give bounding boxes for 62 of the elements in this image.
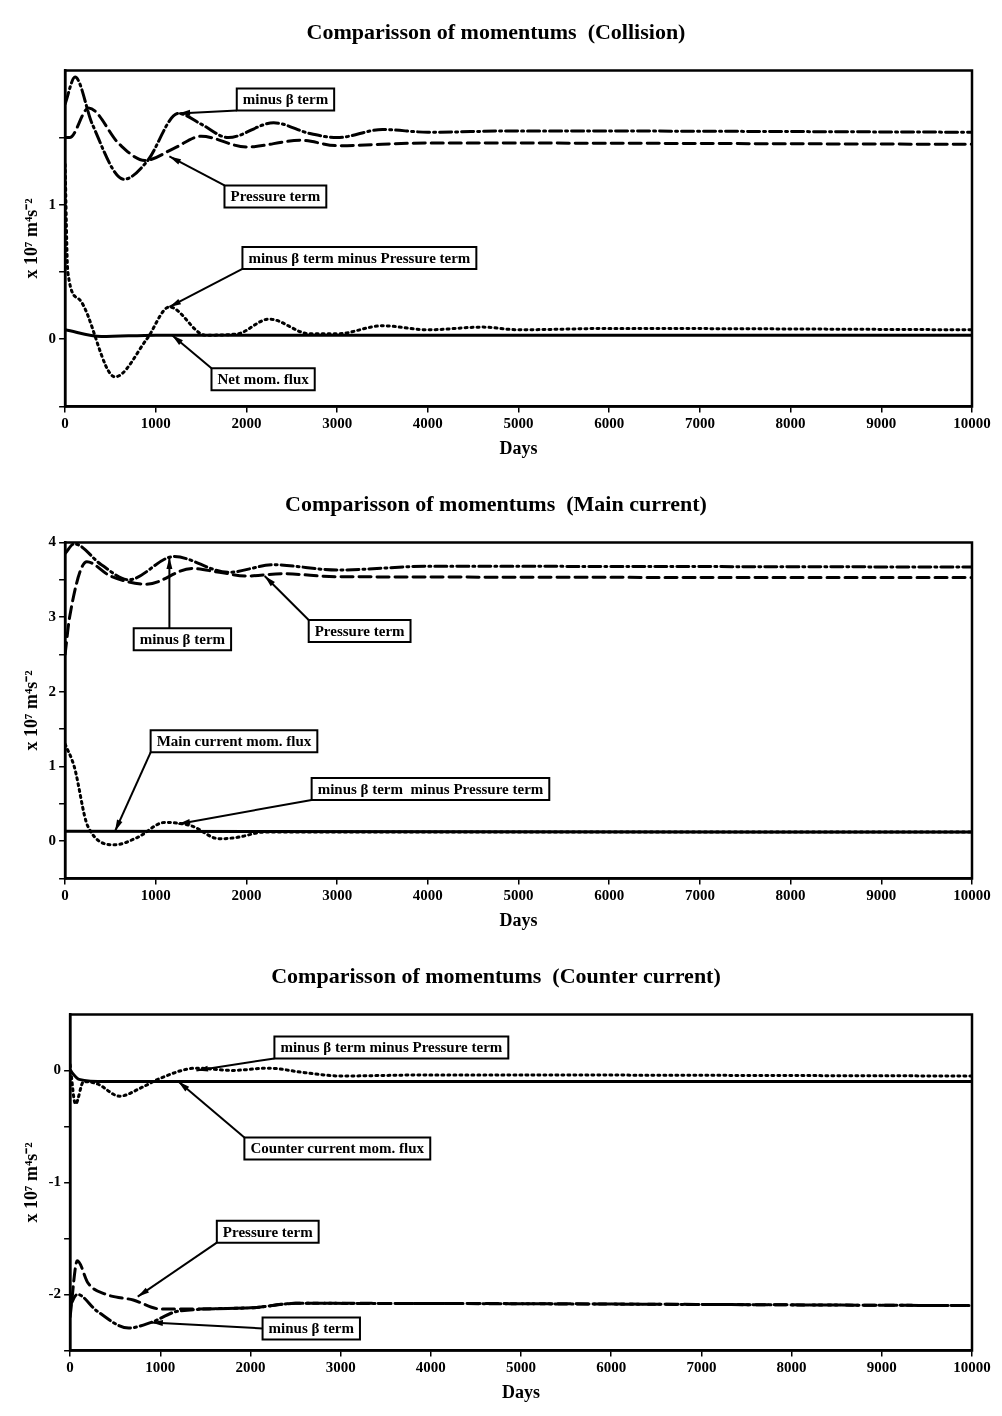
x-tick-label: 9000 (866, 415, 897, 432)
y-tick-label: 3 (48, 607, 57, 624)
x-axis-title: Days (502, 1381, 541, 1402)
x-tick-label: 4000 (412, 887, 443, 904)
y-axis-title: x 10⁷ m⁴s⁻² (21, 198, 42, 279)
annotation: minus β term minus Pressure term (280, 1039, 503, 1056)
annotation: Counter current mom. flux (250, 1140, 425, 1157)
x-tick-label: 6000 (594, 415, 625, 432)
x-tick-label: 8000 (775, 887, 806, 904)
x-axis-title: Days (499, 909, 538, 930)
x-tick-label: 5000 (506, 1359, 537, 1376)
y-tick-label: -2 (48, 1285, 62, 1302)
annotation: Pressure term (230, 188, 321, 205)
y-tick-label: 0 (48, 831, 57, 848)
annotation: Main current mom. flux (156, 733, 312, 750)
y-axis-title: x 10⁷ m⁴s⁻² (21, 670, 42, 751)
x-tick-label: 1000 (140, 887, 171, 904)
x-tick-label: 10000 (953, 887, 991, 904)
x-tick-label: 6000 (596, 1359, 627, 1376)
y-tick-label: 2 (48, 682, 57, 699)
x-tick-label: 2000 (231, 415, 262, 432)
x-tick-label: 10000 (953, 1359, 991, 1376)
x-tick-label: 7000 (684, 415, 715, 432)
chart-title: Comparisson of momentums (Main current) (285, 490, 707, 516)
y-tick-label: 1 (48, 757, 57, 774)
x-tick-label: 10000 (953, 415, 991, 432)
annotation: Pressure term (314, 622, 406, 639)
x-tick-label: 0 (66, 1359, 74, 1376)
x-tick-label: 7000 (686, 1359, 717, 1376)
annotation: minus β term (268, 1320, 355, 1337)
x-tick-label: 8000 (776, 1359, 807, 1376)
x-tick-label: 3000 (322, 415, 353, 432)
annotation: minus β term minus Pressure term (317, 780, 544, 797)
x-tick-label: 9000 (866, 1359, 897, 1376)
x-tick-label: 7000 (684, 887, 715, 904)
annotation: minus β term (242, 91, 329, 108)
y-tick-label: -1 (48, 1173, 62, 1190)
x-tick-label: 8000 (775, 415, 806, 432)
x-tick-label: 1000 (140, 415, 171, 432)
x-tick-label: 6000 (594, 887, 625, 904)
chart-title: Comparisson of momentums (Counter current) (271, 962, 721, 988)
x-tick-label: 4000 (415, 1359, 446, 1376)
x-tick-label: 2000 (235, 1359, 266, 1376)
y-tick-label: 0 (48, 330, 57, 347)
x-tick-label: 4000 (412, 415, 443, 432)
x-tick-label: 5000 (503, 887, 534, 904)
annotation: minus β term minus Pressure term (248, 249, 471, 266)
x-tick-label: 3000 (322, 887, 353, 904)
x-tick-label: 2000 (231, 887, 262, 904)
chart-title: Comparisson of momentums (Collision) (306, 18, 686, 44)
annotation: Net mom. flux (217, 371, 310, 388)
x-tick-label: 1000 (145, 1359, 176, 1376)
y-tick-label: 4 (48, 533, 57, 550)
annotation: minus β term (139, 631, 226, 648)
x-axis-title: Days (499, 437, 538, 458)
y-tick-label: 1 (48, 195, 57, 212)
y-axis-title: x 10⁷ m⁴s⁻² (21, 1142, 42, 1223)
annotation: Pressure term (222, 1223, 314, 1240)
x-tick-label: 9000 (866, 887, 897, 904)
y-tick-label: 0 (53, 1061, 62, 1078)
x-tick-label: 3000 (325, 1359, 356, 1376)
x-tick-label: 5000 (503, 415, 534, 432)
